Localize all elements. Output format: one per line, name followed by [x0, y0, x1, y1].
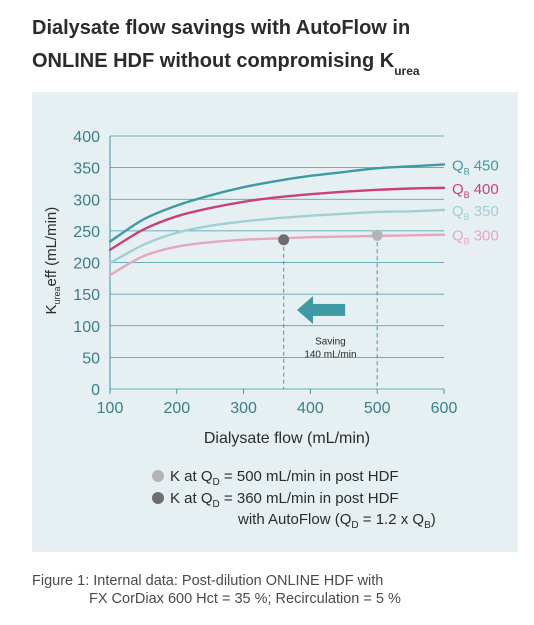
- series-line-350: [108, 208, 446, 265]
- series-label-450: QB 450: [452, 157, 499, 176]
- saving-arrow-head-icon: [297, 295, 314, 324]
- y-tick-label: 200: [73, 256, 100, 273]
- saving-arrow-icon: [307, 303, 346, 316]
- series-line-450: [108, 163, 446, 243]
- legend-sub: D: [212, 477, 220, 488]
- y-tick-label: 350: [73, 161, 100, 178]
- title-line-2-main: ONLINE HDF without compromising K: [32, 50, 395, 72]
- series-label-value: 300: [474, 228, 499, 245]
- y-tick-label: 400: [73, 129, 100, 146]
- series-line-300: [108, 233, 446, 277]
- y-axis-label: Kureaeff (mL/min): [43, 207, 62, 315]
- x-tick-label: 400: [297, 400, 324, 417]
- series-label-value: 350: [474, 203, 499, 220]
- legend-text: = 360 mL/min in post HDF: [219, 490, 399, 507]
- title-line-1: Dialysate flow savings with AutoFlow in: [32, 17, 411, 39]
- series-label-400: QB 400: [452, 181, 499, 200]
- legend-dot-light-icon: [152, 470, 164, 482]
- saving-value: 140 mL/min: [304, 350, 356, 361]
- data-points: [278, 229, 383, 246]
- series-label-value: 450: [474, 157, 499, 174]
- x-axis-label: Dialysate flow (mL/min): [204, 430, 370, 447]
- saving-label: Saving: [315, 337, 346, 348]
- y-tick-label: 0: [91, 382, 100, 399]
- y-tick-label: 150: [73, 287, 100, 304]
- series-label-q: Q: [452, 157, 464, 174]
- annotations: Saving 140 mL/min: [283, 235, 378, 389]
- legend-prefix: K at Q: [170, 468, 213, 485]
- series-line-400: [108, 186, 446, 252]
- legend-item-360-continued: with AutoFlow (QD = 1.2 x QB): [238, 511, 436, 531]
- caption-line-2: FX CorDiax 600 Hct = 35 %; Recirculation…: [89, 591, 401, 607]
- title-line-2: ONLINE HDF without compromising Kurea: [32, 45, 512, 80]
- y-axis-label-rest: eff (mL/min): [43, 207, 60, 287]
- y-tick-label: 300: [73, 192, 100, 209]
- data-point: [371, 229, 383, 241]
- series-label-value: 400: [474, 181, 499, 198]
- series-label-sub: B: [464, 237, 470, 247]
- series-lines: [108, 163, 446, 277]
- series-label-350: QB 350: [452, 203, 499, 222]
- legend-cont-post: ): [430, 511, 436, 528]
- legend-dot-dark-icon: [152, 492, 164, 504]
- line-chart: 0 50 100 150 200 250 300 350 400 100 200 300 400 500 6…: [43, 129, 499, 447]
- y-tick-label: 50: [82, 350, 100, 367]
- legend-cont-sub2: B: [424, 520, 431, 531]
- legend-item-360: K at QD = 360 mL/min in post HDF: [152, 490, 399, 510]
- x-tick-label: 100: [97, 400, 124, 417]
- legend-cont-pre: with AutoFlow (Q: [238, 511, 352, 528]
- axes: 0 50 100 150 200 250 300 350 400 100 200 300 400 500 6…: [43, 129, 457, 447]
- y-axis-label-k: K: [43, 304, 60, 314]
- legend-cont-mid: = 1.2 x Q: [358, 511, 425, 528]
- x-tick-label: 600: [431, 400, 458, 417]
- y-tick-label: 250: [73, 224, 100, 241]
- y-axis-label-sub: urea: [52, 286, 62, 304]
- chart-title: Dialysate flow savings with AutoFlow in …: [32, 12, 512, 80]
- caption-line-1: Figure 1: Internal data: Post-dilution O…: [32, 573, 384, 589]
- legend-sub: D: [212, 499, 220, 510]
- series-label-q: Q: [452, 203, 464, 220]
- legend-text: = 500 mL/min in post HDF: [219, 468, 399, 485]
- series-label-q: Q: [452, 181, 464, 198]
- grid: [110, 135, 444, 390]
- legend-item-500: K at QD = 500 mL/min in post HDF: [152, 468, 399, 488]
- x-tick-label: 500: [364, 400, 391, 417]
- series-label-sub: B: [464, 190, 470, 200]
- x-tick-label: 200: [163, 400, 190, 417]
- series-label-sub: B: [464, 212, 470, 222]
- data-point: [278, 234, 290, 246]
- series-label-q: Q: [452, 228, 464, 245]
- y-tick-label: 100: [73, 319, 100, 336]
- figure-caption: Figure 1: Internal data: Post-dilution O…: [32, 572, 512, 608]
- x-tick-label: 300: [230, 400, 257, 417]
- chart-panel: 0 50 100 150 200 250 300 350 400 100 200 300 400 500 6…: [32, 92, 518, 552]
- legend-prefix: K at Q: [170, 490, 213, 507]
- series-label-sub: B: [464, 166, 470, 176]
- title-subscript: urea: [394, 64, 420, 78]
- legend-cont-sub1: D: [351, 520, 359, 531]
- series-label-300: QB 300: [452, 228, 499, 247]
